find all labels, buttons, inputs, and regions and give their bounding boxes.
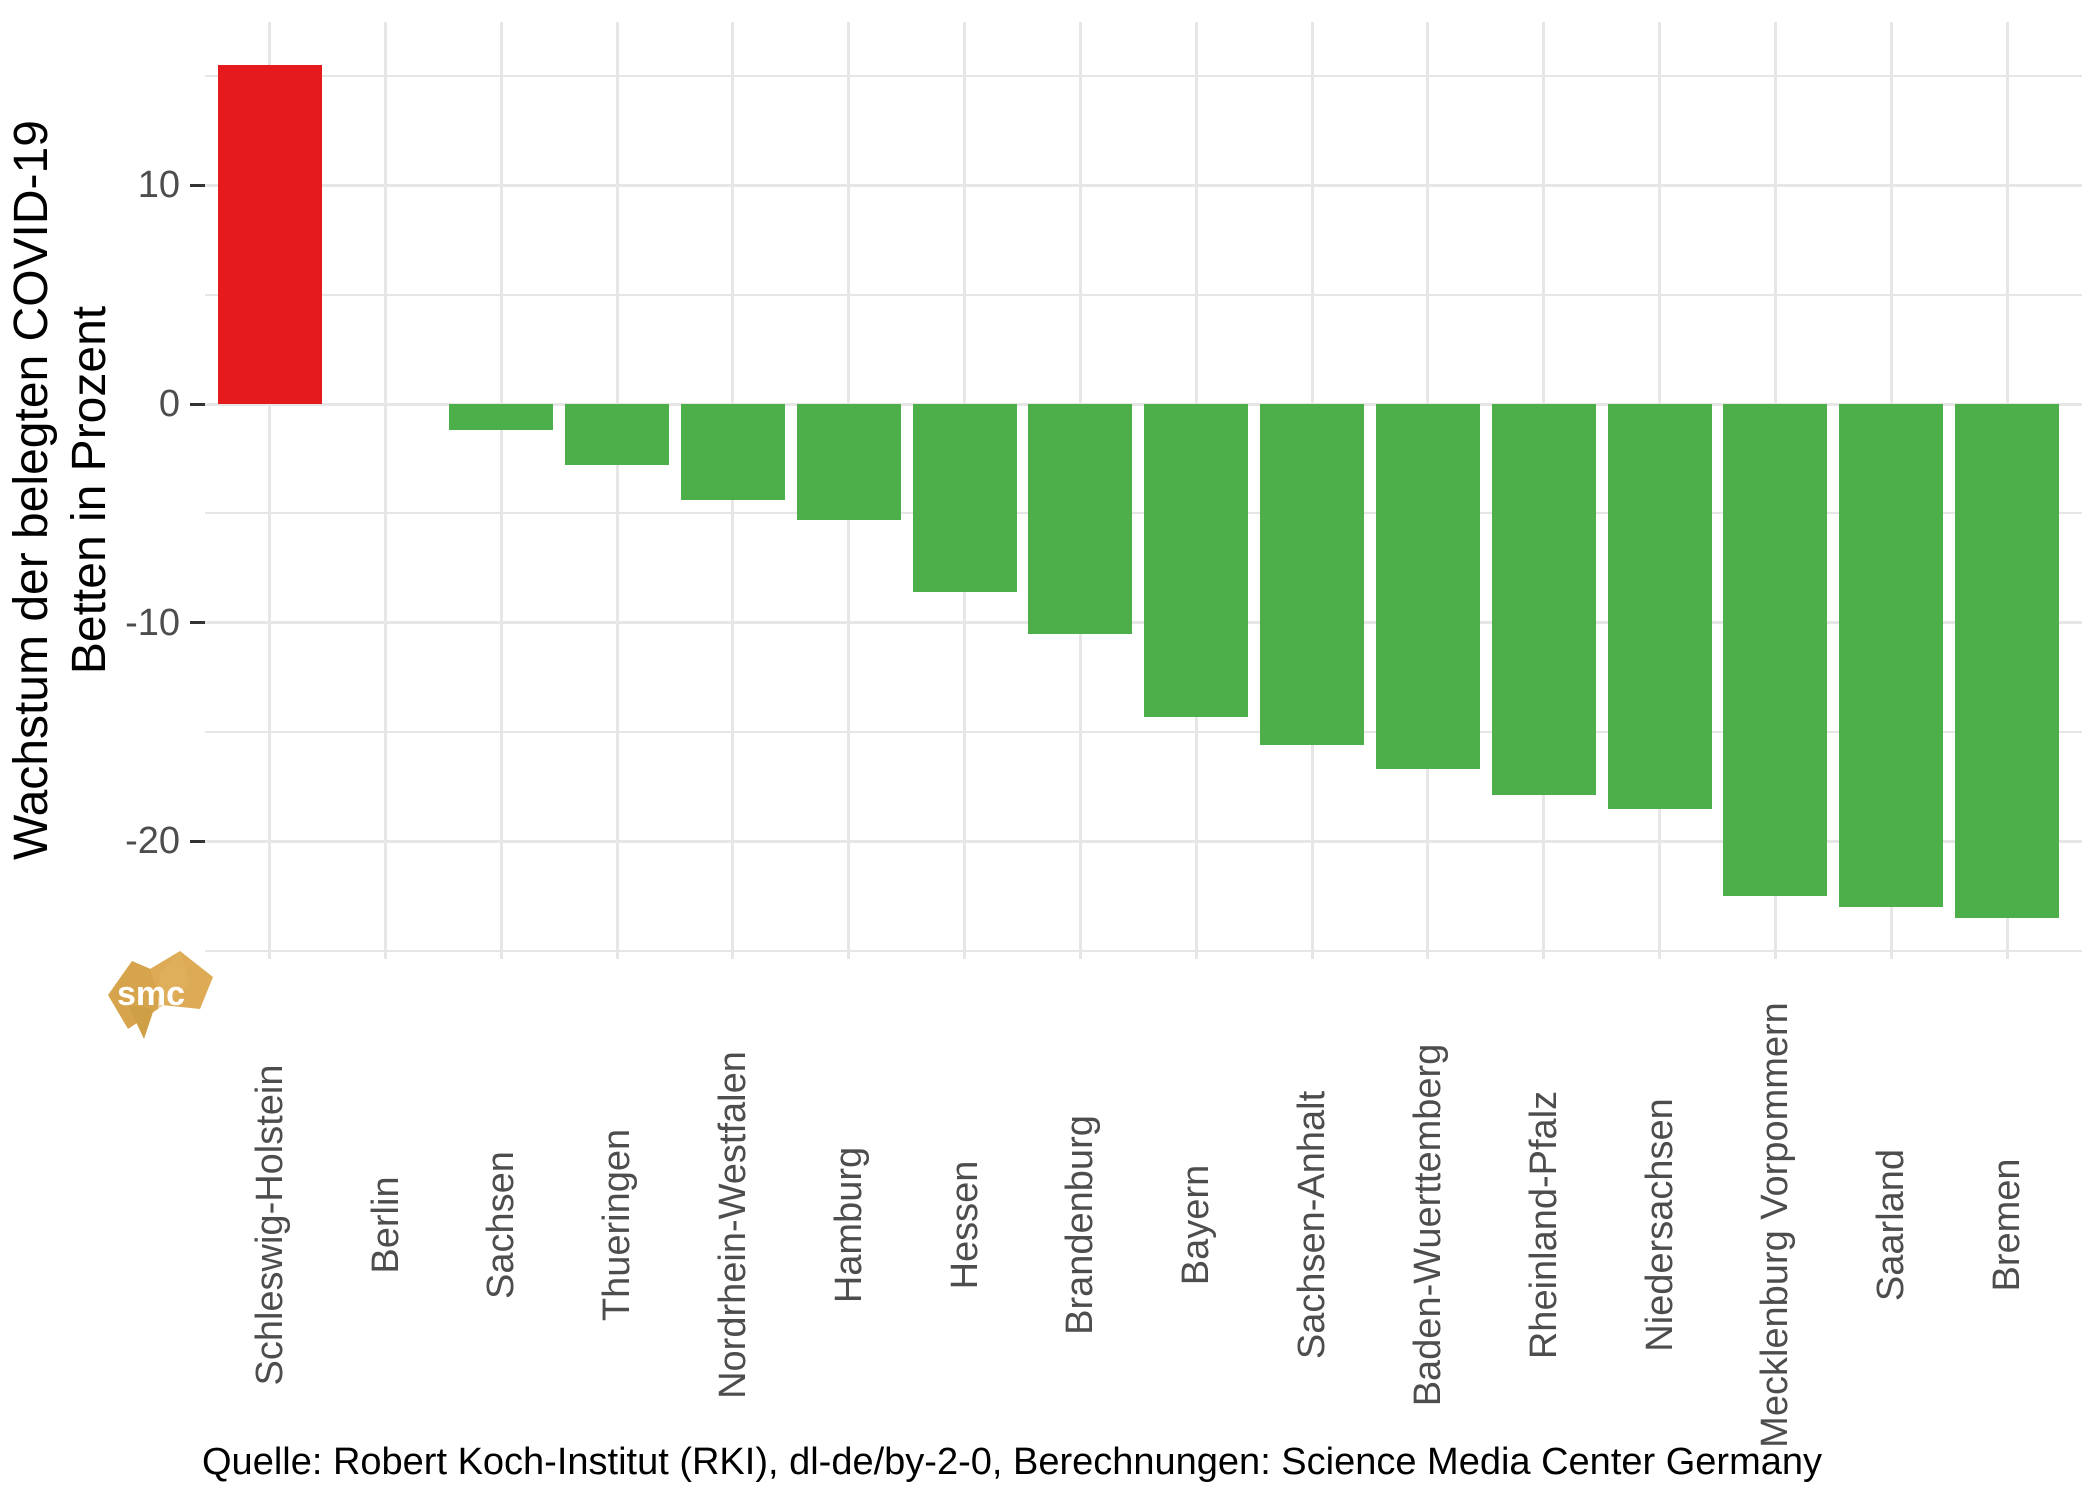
x-axis-label-nordrhein-westfalen: Nordrhein-Westfalen <box>711 1051 754 1399</box>
y-tick-mark--20 <box>190 839 205 843</box>
y-tick-label--10: -10 <box>125 601 180 644</box>
x-axis-label-sachsen-anhalt: Sachsen-Anhalt <box>1291 1090 1334 1360</box>
gridline-minor-y--5 <box>205 512 2082 515</box>
bar-bayern <box>1144 404 1249 717</box>
smc-logo-text: smc <box>117 975 185 1013</box>
gridline-major-y--20 <box>205 839 2082 843</box>
bar-baden-wuerttemberg <box>1375 404 1480 770</box>
smc-logo-facet <box>158 951 190 1009</box>
x-axis-label-brandenburg: Brandenburg <box>1059 1115 1102 1335</box>
bar-rheinland-pfalz <box>1491 404 1596 796</box>
gridline-minor-y--15 <box>205 731 2082 734</box>
x-axis-label-thueringen: Thueringen <box>596 1128 639 1322</box>
bar-bremen <box>1955 404 2059 918</box>
bar-nordrhein-westfalen <box>680 404 785 501</box>
x-axis-label-niedersachsen: Niedersachsen <box>1638 1098 1681 1352</box>
y-tick-label-0: 0 <box>158 383 180 425</box>
source-caption: Quelle: Robert Koch-Institut (RKI), dl-d… <box>202 1441 1822 1483</box>
x-axis-label-hessen: Hessen <box>943 1160 986 1290</box>
bar-thueringen <box>565 404 670 466</box>
x-axis-label-schleswig-holstein: Schleswig-Holstein <box>248 1064 291 1386</box>
bar-mecklenburg-vorpommern <box>1723 404 1828 897</box>
y-axis-title-line-1: Wachstum der belegten COVID-19 <box>5 120 58 860</box>
bar-hamburg <box>796 404 901 520</box>
y-tick-label-10: 10 <box>137 164 180 207</box>
smc-logo: smc <box>108 951 213 1039</box>
bar-hessen <box>912 404 1017 593</box>
bar-saarland <box>1839 404 1944 907</box>
gridline-category-4 <box>615 22 619 959</box>
x-axis-label-saarland: Saarland <box>1870 1148 1913 1302</box>
x-axis-label-hamburg: Hamburg <box>827 1146 870 1304</box>
y-tick-mark--10 <box>190 621 205 625</box>
gridline-category-2 <box>384 22 388 959</box>
gridline-minor-y-5 <box>205 293 2082 296</box>
y-tick-mark-10 <box>190 183 205 187</box>
x-axis-label-baden-wuerttemberg: Baden-Wuerttemberg <box>1406 1043 1449 1407</box>
y-tick-mark-0 <box>190 402 205 406</box>
y-axis-title-line-2: Betten in Prozent <box>63 305 116 675</box>
smc-logo-bottom-spike <box>128 1005 154 1039</box>
bar-brandenburg <box>1028 404 1133 634</box>
x-axis-label-mecklenburg-vorpommern: Mecklenburg Vorpommern <box>1754 1002 1797 1448</box>
gridline-category-1 <box>268 22 272 959</box>
y-tick-label--20: -20 <box>125 820 180 863</box>
y-axis-title: Wachstum der belegten COVID-19 Betten in… <box>3 120 119 860</box>
gridline-major-y-0 <box>205 402 2082 406</box>
bar-niedersachsen <box>1607 404 1712 809</box>
gridline-minor-y-15 <box>205 74 2082 77</box>
bar-sachsen-anhalt <box>1260 404 1365 746</box>
x-axis-label-bremen: Bremen <box>1986 1158 2028 1292</box>
gridline-major-y-10 <box>205 183 2082 187</box>
x-axis-label-rheinland-pfalz: Rheinland-Pfalz <box>1522 1090 1565 1360</box>
gridline-major-y--10 <box>205 621 2082 625</box>
bar-sachsen <box>449 404 554 431</box>
gridline-minor-y--25 <box>205 949 2082 952</box>
bar-schleswig-holstein <box>217 65 322 404</box>
x-axis-label-sachsen: Sachsen <box>480 1151 523 1299</box>
gridline-category-3 <box>499 22 503 959</box>
x-axis-label-berlin: Berlin <box>364 1176 407 1274</box>
x-axis-label-bayern: Bayern <box>1175 1164 1218 1286</box>
